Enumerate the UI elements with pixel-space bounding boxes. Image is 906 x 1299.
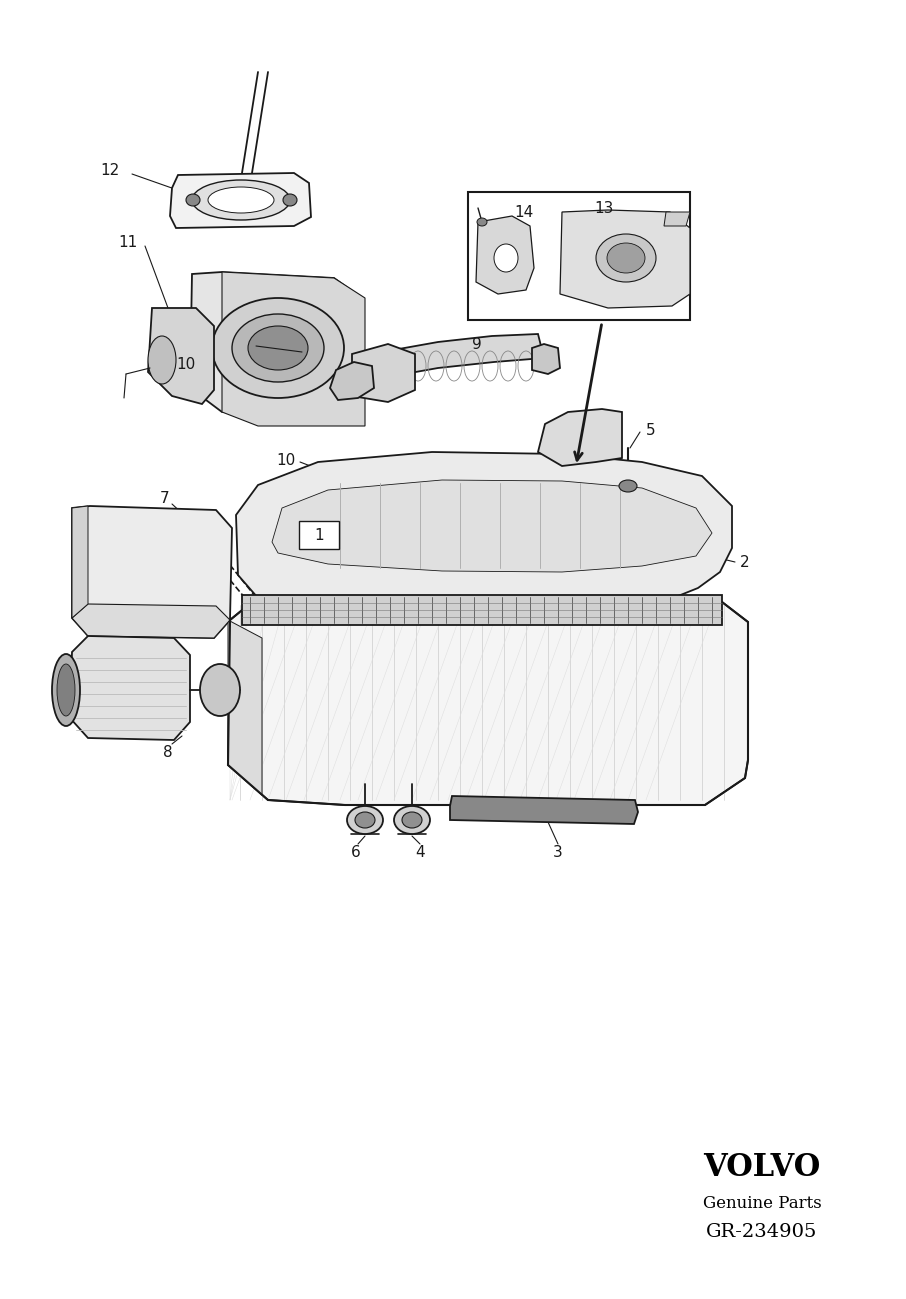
Text: 13: 13: [594, 200, 613, 216]
Polygon shape: [330, 362, 374, 400]
FancyBboxPatch shape: [468, 192, 690, 320]
Polygon shape: [352, 344, 415, 401]
Text: 10: 10: [276, 452, 296, 468]
Ellipse shape: [248, 326, 308, 370]
Polygon shape: [272, 481, 712, 572]
Text: 14: 14: [515, 204, 534, 220]
Polygon shape: [532, 344, 560, 374]
Polygon shape: [190, 271, 362, 418]
Polygon shape: [538, 409, 622, 466]
Ellipse shape: [402, 812, 422, 827]
Ellipse shape: [232, 314, 324, 382]
Ellipse shape: [494, 244, 518, 271]
Text: 9: 9: [472, 336, 482, 352]
Text: VOLVO: VOLVO: [703, 1152, 821, 1183]
Ellipse shape: [200, 664, 240, 716]
Text: 4: 4: [415, 844, 425, 860]
Text: 11: 11: [119, 235, 138, 249]
Text: 6: 6: [352, 844, 361, 860]
Ellipse shape: [192, 181, 290, 220]
Ellipse shape: [57, 664, 75, 716]
Polygon shape: [342, 334, 544, 394]
Text: 8: 8: [163, 744, 173, 760]
Polygon shape: [170, 173, 311, 229]
Text: 10: 10: [177, 356, 196, 372]
Ellipse shape: [283, 194, 297, 207]
Polygon shape: [228, 620, 262, 795]
Ellipse shape: [394, 805, 430, 834]
Polygon shape: [242, 595, 722, 625]
Ellipse shape: [596, 234, 656, 282]
Ellipse shape: [148, 336, 176, 385]
Polygon shape: [70, 637, 190, 740]
Ellipse shape: [477, 218, 487, 226]
FancyBboxPatch shape: [299, 521, 339, 549]
Ellipse shape: [186, 194, 200, 207]
Text: 1: 1: [314, 527, 323, 543]
Ellipse shape: [355, 812, 375, 827]
Ellipse shape: [52, 653, 80, 726]
Ellipse shape: [347, 805, 383, 834]
Text: 7: 7: [160, 491, 169, 505]
Polygon shape: [228, 601, 748, 805]
Polygon shape: [72, 507, 88, 618]
Polygon shape: [560, 210, 690, 308]
Polygon shape: [664, 212, 690, 226]
Polygon shape: [222, 271, 365, 426]
Text: GR-234905: GR-234905: [707, 1222, 818, 1241]
Text: 5: 5: [646, 422, 656, 438]
Polygon shape: [450, 796, 638, 824]
Polygon shape: [476, 216, 534, 294]
Text: 12: 12: [101, 162, 120, 178]
Polygon shape: [148, 308, 214, 404]
Ellipse shape: [607, 243, 645, 273]
Ellipse shape: [212, 297, 344, 397]
Text: 3: 3: [554, 844, 563, 860]
Ellipse shape: [208, 187, 274, 213]
Ellipse shape: [619, 481, 637, 492]
Text: 2: 2: [740, 555, 749, 569]
Polygon shape: [236, 452, 732, 598]
Polygon shape: [72, 604, 230, 638]
Text: Genuine Parts: Genuine Parts: [703, 1195, 822, 1212]
Polygon shape: [72, 507, 232, 638]
